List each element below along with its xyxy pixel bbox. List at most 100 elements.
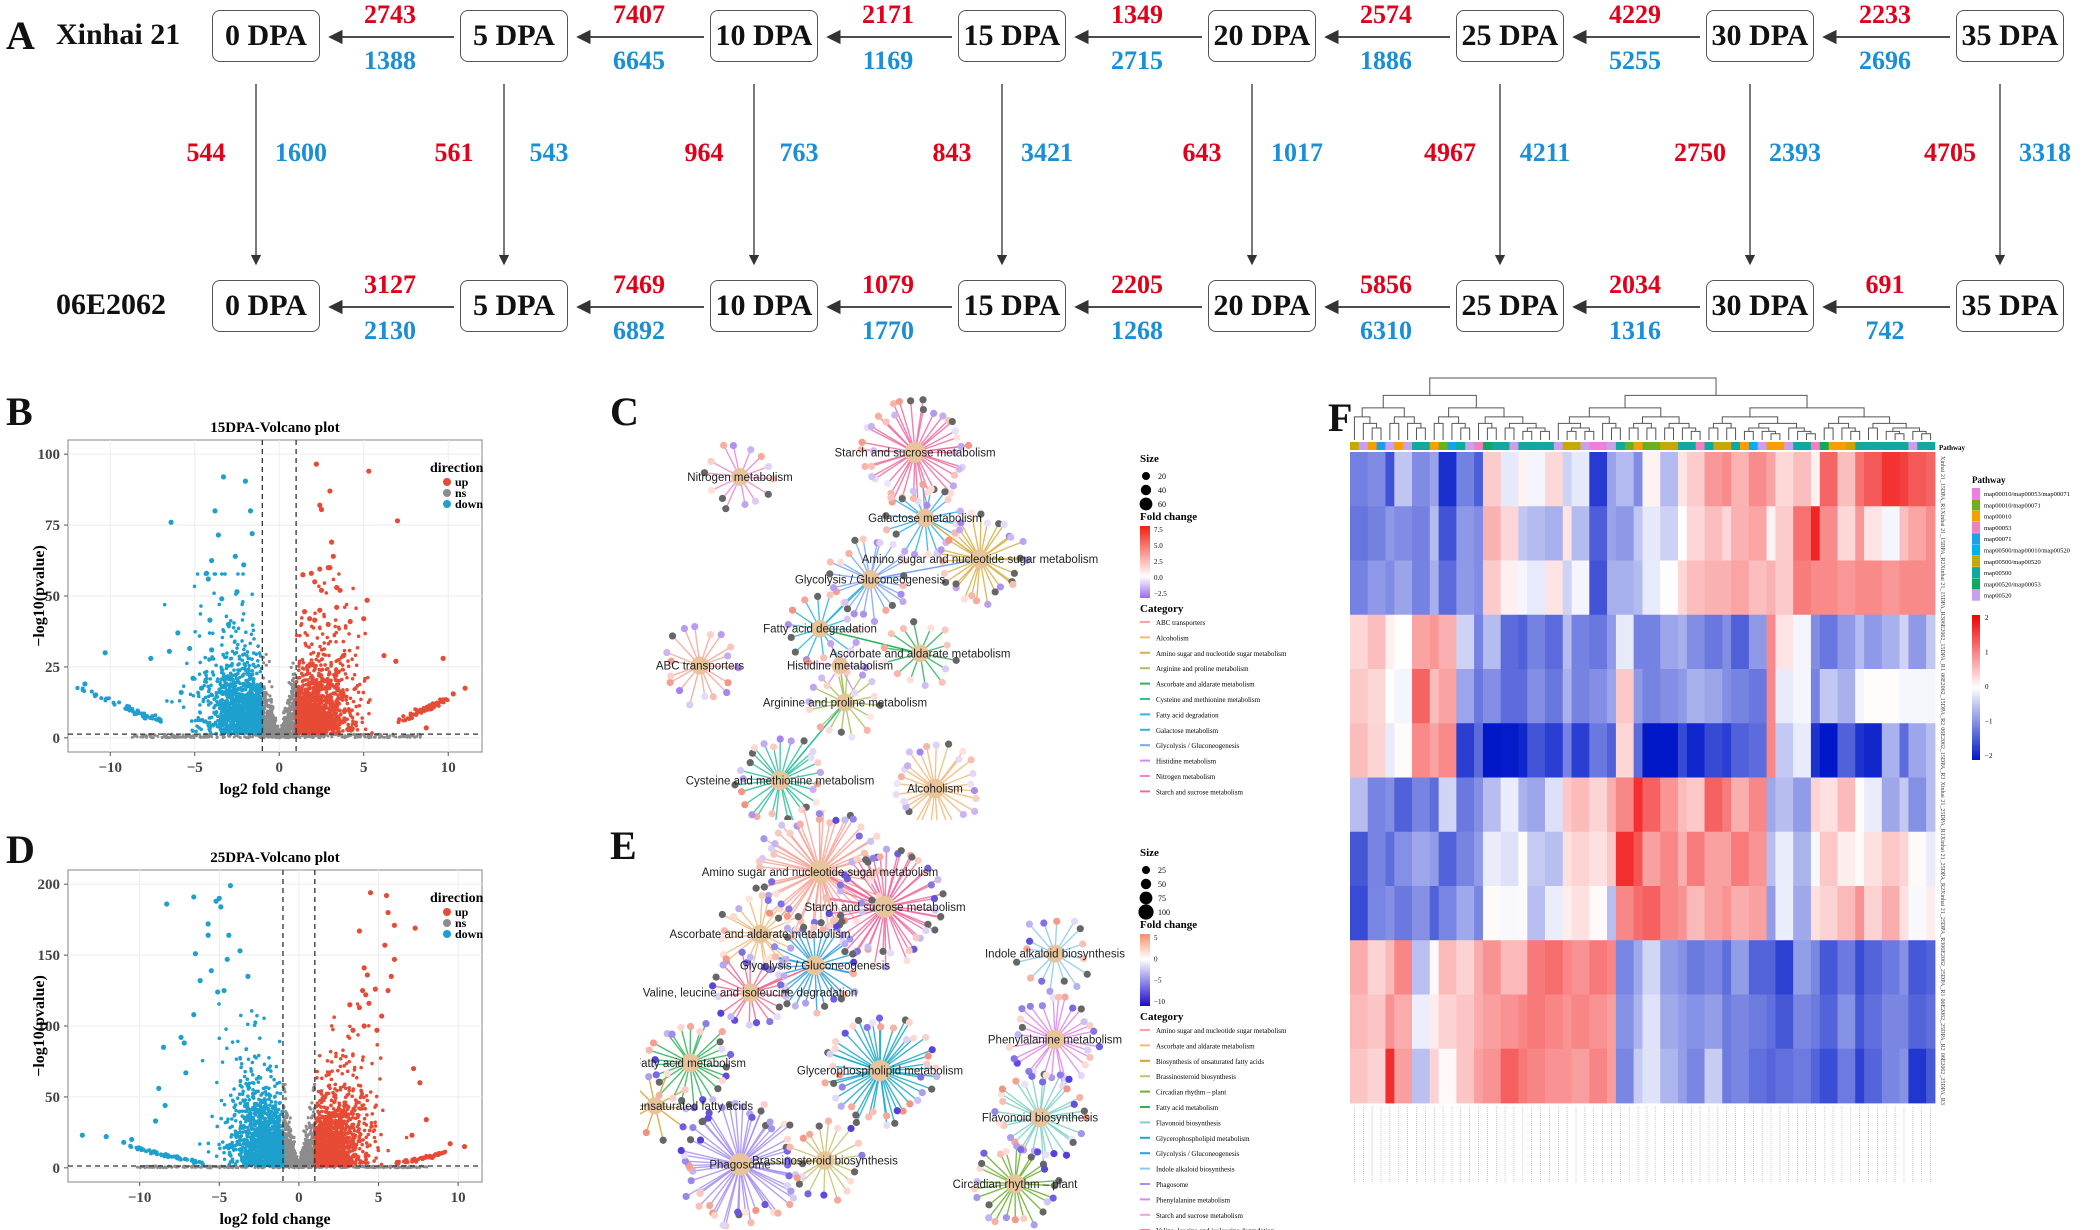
horizontal-up-count: 4229 [1609,0,1661,29]
up-point [294,722,299,727]
legend-label-ns: ns [455,486,467,500]
stage-box-xinhai21-15dpa: 15 DPA [958,10,1066,62]
stage-box-06e2062-0dpa: 0 DPA [212,280,320,332]
ns-point [263,695,267,699]
horizontal-up-count: 3127 [364,270,416,299]
down-point [250,623,255,627]
up-point [329,712,333,717]
horizontal-up-count: 7469 [613,270,665,299]
down-point [230,673,235,678]
down-point [175,630,181,636]
up-point [311,714,315,718]
ns-point [291,1150,295,1154]
down-point [212,508,218,514]
ns-point [156,734,160,738]
up-point [310,706,315,710]
down-point [245,653,249,658]
down-point [223,572,227,576]
down-point [206,703,211,707]
up-point [330,553,336,559]
up-point [337,587,343,593]
ns-point [310,1147,314,1151]
horizontal-down-count: 1770 [862,316,914,345]
up-point [333,618,338,622]
up-point [353,653,358,658]
row-label-06e2062: 06E2062 [56,288,167,321]
up-point [314,663,318,668]
down-point [235,719,240,724]
up-point [300,691,305,695]
ns-point [174,734,178,738]
down-point [241,611,246,616]
up-point [347,648,352,653]
up-point [326,684,331,689]
ns-point [238,736,242,740]
horizontal-down-count: 742 [1865,316,1905,345]
up-point [343,624,348,628]
ns-point [136,1165,140,1169]
up-point [321,694,326,698]
volcano-plot-15dpa: 15DPA-Volcano plot−10 −5 0 5 100255075100log… [31,420,484,798]
up-point [310,678,314,683]
horizontal-up-count: 2171 [862,0,914,29]
down-point [187,645,193,652]
down-point [213,722,217,726]
ns-point [298,736,302,740]
down-point [188,692,193,697]
up-point [343,694,348,699]
ns-point [296,1162,300,1166]
ns-point [309,1142,313,1146]
ns-point [289,708,293,712]
ns-point [408,735,412,739]
up-point [316,695,321,700]
down-point [236,572,240,576]
down-point [242,693,247,698]
down-point [190,675,196,681]
up-point [345,717,350,722]
ns-point [265,711,269,715]
down-point [82,681,88,687]
up-point [349,725,354,730]
ns-point [307,1149,312,1153]
up-point [341,709,346,713]
ns-point [268,720,272,724]
up-point [296,676,300,680]
up-point [335,707,340,712]
ns-point [263,704,267,708]
up-point [322,704,327,709]
down-point [232,553,238,559]
up-point [308,570,314,576]
up-point [428,703,433,708]
up-point [296,684,301,689]
down-point [249,531,255,537]
up-point [327,709,332,714]
up-point [333,686,337,690]
ns-point [145,735,149,739]
up-point [423,725,429,731]
up-point [317,667,322,672]
down-point [207,617,213,623]
down-point [203,655,208,660]
up-point [310,642,314,646]
ns-point [261,661,266,665]
up-point [300,616,304,620]
ns-point [308,1125,313,1129]
down-point [241,562,247,568]
up-point [318,626,322,631]
ns-point [270,710,274,714]
up-point [351,699,356,704]
down-point [223,681,228,686]
up-point [347,706,351,711]
down-point [229,656,234,661]
ns-point [288,1141,292,1145]
ns-point [309,1116,314,1120]
down-point [216,718,220,723]
up-point [334,670,338,675]
up-point [327,565,333,571]
down-point [189,719,194,723]
down-point [99,696,104,701]
up-point [401,714,406,719]
up-point [363,727,368,732]
down-point [230,698,235,702]
ns-point [189,734,193,738]
